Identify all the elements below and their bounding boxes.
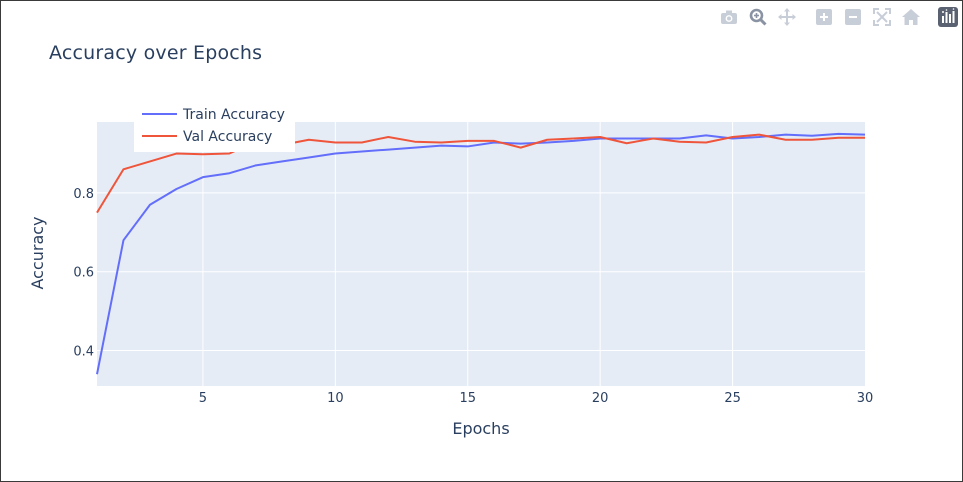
gridlines [97, 122, 865, 386]
legend: Train Accuracy Val Accuracy [134, 102, 295, 152]
x-axis-title: Epochs [452, 419, 509, 438]
x-tick-label: 15 [459, 391, 476, 406]
series-line-train [96, 132, 866, 375]
legend-box [134, 102, 295, 152]
plotly-logo-icon[interactable] [937, 6, 959, 28]
x-tick-label: 25 [724, 391, 741, 406]
y-axis-ticks: 0.4 0.6 0.8 [73, 187, 94, 360]
home-icon[interactable] [900, 6, 922, 28]
legend-item-label: Train Accuracy [182, 107, 285, 123]
x-tick-label: 5 [199, 391, 207, 406]
y-tick-label: 0.4 [73, 345, 94, 360]
legend-item-label: Val Accuracy [183, 129, 272, 145]
camera-icon[interactable] [718, 6, 740, 28]
x-tick-label: 10 [327, 391, 344, 406]
x-tick-label: 30 [857, 391, 874, 406]
y-tick-label: 0.8 [73, 187, 94, 202]
zoom-in-icon[interactable] [813, 6, 835, 28]
zoom-out-icon[interactable] [842, 6, 864, 28]
x-axis-ticks: 5 10 15 20 25 30 [199, 391, 873, 406]
autoscale-icon[interactable] [871, 6, 893, 28]
chart-title: Accuracy over Epochs [49, 42, 263, 64]
y-tick-label: 0.6 [73, 266, 94, 281]
y-axis-title: Accuracy [28, 216, 47, 289]
plot-area [97, 122, 865, 386]
modebar [711, 6, 959, 28]
x-tick-label: 20 [592, 391, 609, 406]
zoom-icon[interactable] [747, 6, 769, 28]
series-line-val [96, 133, 865, 214]
series-lines [96, 132, 866, 375]
pan-icon[interactable] [776, 6, 798, 28]
